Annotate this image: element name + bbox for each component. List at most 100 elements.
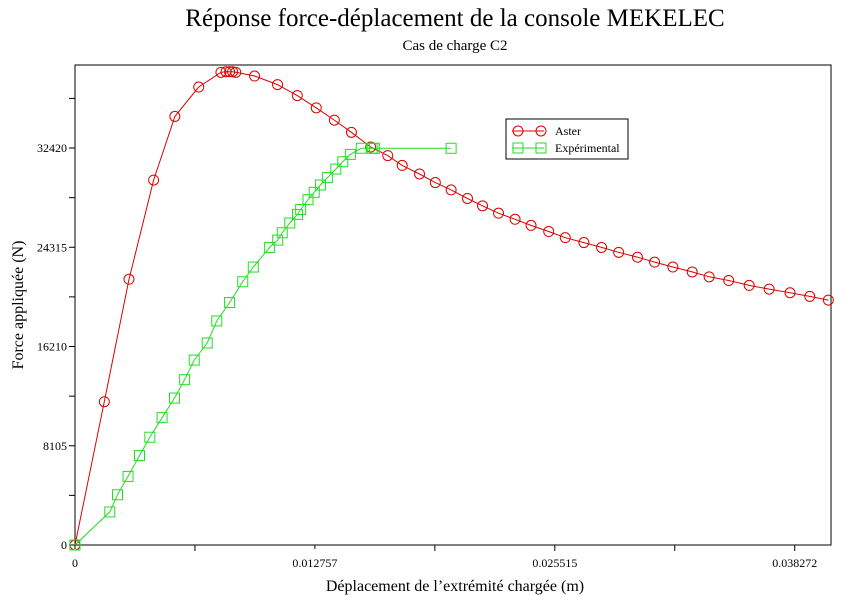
- data-point: [763, 283, 775, 295]
- data-point: [264, 241, 276, 253]
- data-point: [179, 374, 191, 386]
- data-point: [302, 194, 314, 206]
- y-tick-label: 8105: [43, 439, 67, 453]
- data-point: [112, 489, 124, 501]
- data-point: [193, 81, 205, 93]
- data-point: [822, 294, 834, 306]
- legend: Aster Expérimental: [505, 118, 629, 160]
- data-point: [104, 506, 116, 518]
- y-axis-label: Force appliquée (N): [10, 241, 27, 370]
- data-point: [328, 114, 340, 126]
- x-tick-label: 0: [72, 556, 78, 570]
- data-point: [215, 66, 227, 78]
- legend-label-aster: Aster: [555, 124, 581, 138]
- data-point: [525, 219, 537, 231]
- legend-marker-experimental: [512, 142, 524, 154]
- data-point: [230, 66, 242, 78]
- y-tick-label: 16210: [37, 340, 67, 354]
- data-point: [284, 217, 296, 229]
- x-axis-ticks: 0 0.012757 0.025515 0.038272: [72, 545, 817, 570]
- legend-marker-aster: [512, 125, 524, 137]
- data-point: [148, 174, 160, 186]
- data-point: [123, 273, 135, 285]
- data-point: [649, 256, 661, 268]
- data-point: [445, 184, 457, 196]
- series-line: [74, 147, 452, 546]
- data-point: [249, 70, 261, 82]
- legend-label-experimental: Expérimental: [555, 141, 620, 155]
- data-point: [445, 142, 457, 154]
- y-tick-label: 0: [61, 538, 67, 552]
- y-tick-label: 32420: [37, 141, 67, 155]
- data-point: [169, 110, 181, 122]
- chart-subtitle: Cas de charge C2: [402, 38, 507, 54]
- data-point: [276, 227, 288, 239]
- data-point: [743, 279, 755, 291]
- series-layer: [69, 66, 834, 551]
- data-point: [365, 141, 377, 153]
- data-point: [686, 266, 698, 278]
- data-point: [543, 226, 555, 238]
- x-tick-label: 0.012757: [292, 556, 337, 570]
- data-point: [314, 179, 326, 191]
- data-point: [355, 142, 367, 154]
- data-point: [337, 156, 349, 168]
- x-axis-label: Déplacement de l’extrémité chargée (m): [326, 578, 584, 595]
- data-point: [784, 287, 796, 299]
- data-point: [429, 177, 441, 189]
- data-point: [414, 168, 426, 180]
- data-point: [344, 148, 356, 160]
- data-point: [224, 66, 236, 78]
- data-point: [477, 200, 489, 212]
- x-tick-label: 0.038272: [772, 556, 817, 570]
- legend-box: [505, 118, 629, 160]
- chart-title: Réponse force-déplacement de la console …: [185, 5, 724, 32]
- data-point: [156, 412, 168, 424]
- data-point: [211, 315, 223, 327]
- data-point: [188, 354, 200, 366]
- data-point: [122, 470, 134, 482]
- data-point: [396, 159, 408, 171]
- data-point: [667, 261, 679, 273]
- data-point: [703, 271, 715, 283]
- data-point: [321, 172, 333, 184]
- data-point: [613, 246, 625, 258]
- data-point: [98, 396, 110, 408]
- data-point: [69, 539, 81, 551]
- data-point: [368, 142, 380, 154]
- data-point: [723, 275, 735, 287]
- data-point: [345, 126, 357, 138]
- legend-marker-experimental-end: [535, 142, 547, 154]
- data-point: [631, 251, 643, 263]
- data-point: [247, 261, 259, 273]
- data-point: [382, 150, 394, 162]
- data-point: [804, 290, 816, 302]
- data-point: [493, 207, 505, 219]
- data-point: [291, 90, 303, 102]
- series-experimental: [69, 142, 457, 551]
- data-point: [134, 450, 146, 462]
- data-point: [308, 186, 320, 198]
- data-point: [509, 213, 521, 225]
- data-point: [201, 337, 213, 349]
- data-point: [578, 237, 590, 249]
- data-point: [272, 79, 284, 91]
- y-tick-label: 24315: [37, 240, 67, 254]
- data-point: [224, 297, 236, 309]
- data-point: [461, 192, 473, 204]
- legend-marker-aster-end: [535, 125, 547, 137]
- data-point: [559, 232, 571, 244]
- data-point: [310, 102, 322, 114]
- plot-frame: [74, 64, 832, 546]
- data-point: [168, 392, 180, 404]
- data-point: [144, 431, 156, 443]
- data-point: [330, 163, 342, 175]
- data-point: [295, 203, 307, 215]
- series-line: [74, 71, 829, 546]
- series-aster: [69, 66, 834, 551]
- data-point: [596, 241, 608, 253]
- data-point: [237, 276, 249, 288]
- x-tick-label: 0.025515: [532, 556, 577, 570]
- y-axis-ticks: 0 8105 16210 24315 32420: [37, 97, 75, 552]
